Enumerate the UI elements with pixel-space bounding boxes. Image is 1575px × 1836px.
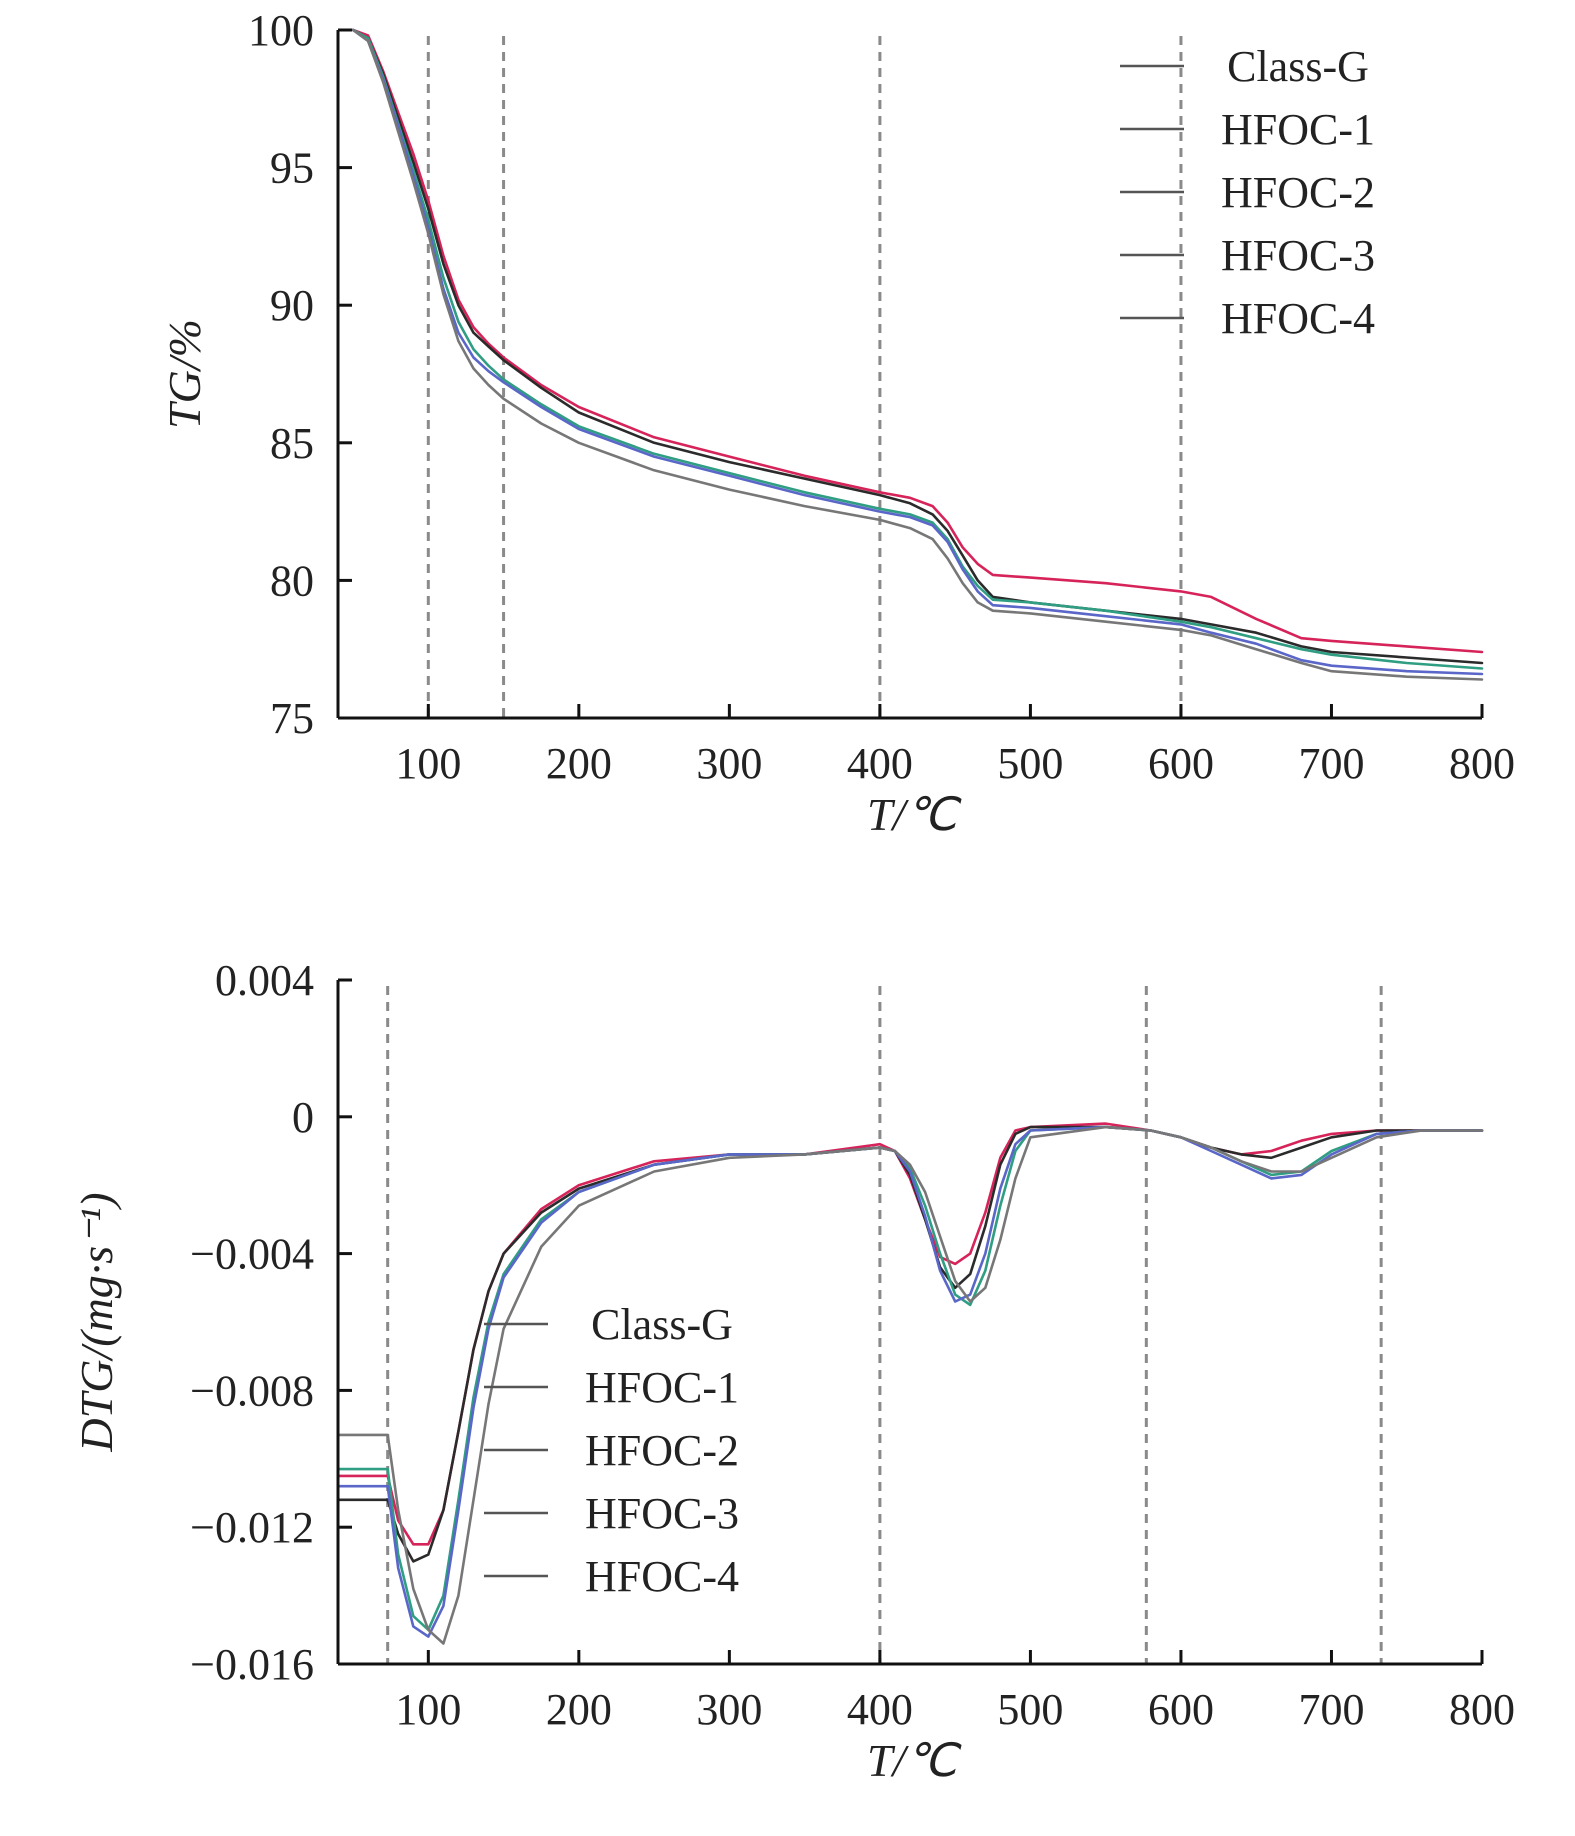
dtg-x-tick-label: 400	[847, 1685, 913, 1734]
tg-legend-label: HFOC-3	[1221, 231, 1375, 280]
tg-x-tick-label: 100	[395, 739, 461, 788]
tg-y-tick-label: 80	[270, 556, 314, 605]
dtg-series-line-hfoc-4	[336, 1125, 1484, 1645]
dtg-legend: Class-G HFOC-1 HFOC-2 HFOC-3 HFOC-4	[484, 1300, 739, 1601]
tg-legend-label: HFOC-2	[1221, 168, 1375, 217]
dtg-y-axis-title: DTG/(mg·s⁻¹)	[71, 1192, 122, 1452]
tg-x-tick-label: 300	[696, 739, 762, 788]
tg-y-tick-label: 85	[270, 419, 314, 468]
dtg-y-tick-label: −0.012	[190, 1503, 314, 1552]
dtg-x-tick-label: 100	[395, 1685, 461, 1734]
tg-legend-label: HFOC-1	[1221, 105, 1375, 154]
tg-x-tick-label: 800	[1449, 739, 1515, 788]
tg-series-line-class-g	[351, 28, 1484, 654]
tg-series-line-hfoc-2	[351, 28, 1484, 670]
tg-legend-label: HFOC-4	[1221, 294, 1375, 343]
dtg-y-tick-label: 0.004	[215, 956, 314, 1005]
dtg-series-line-hfoc-3	[336, 1125, 1484, 1638]
tg-chart: 100 200 300 400 500 600 700 800 75 80 85 90 95 100 T/℃…	[159, 6, 1515, 840]
tg-series-line-hfoc-3	[351, 28, 1484, 676]
dtg-x-axis-title: T/℃	[867, 1735, 962, 1786]
tg-y-tick-label: 75	[270, 694, 314, 743]
dtg-legend-label: HFOC-1	[585, 1363, 739, 1412]
dtg-chart: 100 200 300 400 500 600 700 800 −0.016 −0.012 −0.0…	[71, 956, 1515, 1786]
dtg-series-line-hfoc-2	[336, 1125, 1484, 1632]
tg-x-axis-title: T/℃	[867, 789, 962, 840]
tg-x-tick-label: 400	[847, 739, 913, 788]
dtg-series-line-hfoc-1	[336, 1125, 1484, 1563]
dtg-y-tick-label: −0.008	[190, 1366, 314, 1415]
dtg-x-tick-label: 600	[1148, 1685, 1214, 1734]
dtg-series-line-class-g	[336, 1122, 1484, 1546]
tg-legend-label: Class-G	[1227, 42, 1369, 91]
dtg-x-tick-label: 200	[546, 1685, 612, 1734]
dtg-x-tick-label: 700	[1298, 1685, 1364, 1734]
tg-x-tick-label: 700	[1298, 739, 1364, 788]
dtg-legend-label: Class-G	[591, 1300, 733, 1349]
tg-y-tick-label: 100	[248, 6, 314, 55]
dtg-x-tick-label: 800	[1449, 1685, 1515, 1734]
dtg-x-tick-label: 300	[696, 1685, 762, 1734]
dtg-legend-label: HFOC-2	[585, 1426, 739, 1475]
tg-x-tick-label: 600	[1148, 739, 1214, 788]
tg-series-line-hfoc-1	[351, 28, 1484, 665]
tg-x-tick-label: 200	[546, 739, 612, 788]
tg-y-tick-label: 95	[270, 144, 314, 193]
tg-series-line-hfoc-4	[351, 28, 1484, 681]
tg-y-axis-title: TG/%	[159, 319, 210, 429]
tg-x-tick-label: 500	[997, 739, 1063, 788]
dtg-legend-label: HFOC-4	[585, 1552, 739, 1601]
tg-legend: Class-G HFOC-1 HFOC-2 HFOC-3 HFOC-4	[1120, 42, 1375, 343]
dtg-y-tick-label: 0	[292, 1093, 314, 1142]
dtg-y-tick-label: −0.004	[190, 1230, 314, 1279]
dtg-y-tick-label: −0.016	[190, 1640, 314, 1689]
dtg-legend-label: HFOC-3	[585, 1489, 739, 1538]
tg-y-tick-label: 90	[270, 281, 314, 330]
dtg-x-tick-label: 500	[997, 1685, 1063, 1734]
